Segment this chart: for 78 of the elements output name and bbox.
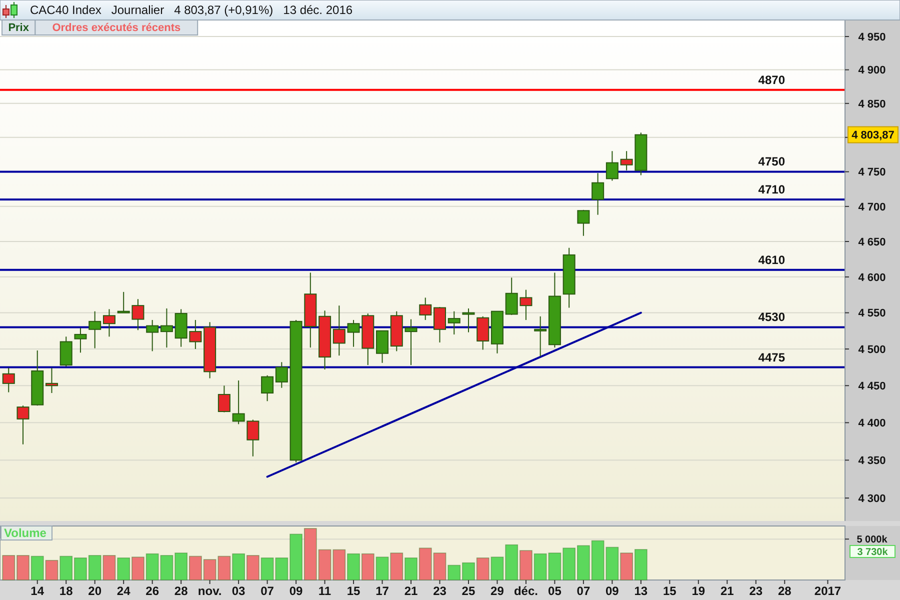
x-tick-label: 14 (30, 584, 44, 598)
x-tick-label: 15 (346, 584, 361, 598)
ref-line-label: 4475 (758, 350, 786, 364)
candlestick (448, 310, 460, 335)
ref-line-label: 4610 (758, 252, 786, 267)
x-tick-label: 26 (146, 584, 160, 598)
x-tick-label: 13 (634, 584, 648, 598)
candlestick (534, 316, 547, 357)
y-tick-label: 4 750 (858, 166, 886, 179)
candlestick (146, 319, 159, 352)
y-tick-label: 4 650 (858, 236, 886, 248)
x-tick-label: 18 (59, 584, 74, 598)
candlestick (606, 150, 618, 182)
x-tick-label: 07 (576, 584, 590, 598)
candlestick (160, 308, 173, 348)
y-tick-label: 4 900 (858, 64, 886, 77)
candlestick (577, 209, 590, 236)
y-tick-label: 4 950 (858, 31, 886, 44)
x-tick-label: déc. (514, 584, 538, 598)
x-tick-label: 21 (404, 584, 418, 598)
ref-line-label: 4710 (758, 182, 786, 196)
y-tick-label: 4 450 (858, 380, 886, 392)
candlestick (592, 172, 604, 216)
candlestick (275, 362, 288, 388)
x-tick-label: 28 (174, 584, 188, 598)
y-tick-label: 5 000k (856, 534, 888, 546)
x-tick-label: 15 (662, 584, 677, 598)
candlestick (376, 330, 389, 364)
y-tick-label: 4 550 (858, 308, 886, 320)
candlestick (404, 318, 418, 366)
candlestick (218, 385, 230, 413)
x-tick-label: 23 (433, 584, 447, 598)
x-tick-label: 17 (376, 584, 390, 598)
x-tick-label: 19 (692, 584, 706, 598)
text: 4 803,87 (852, 130, 894, 142)
y-tick-label: 4 300 (858, 492, 886, 505)
x-tick-label: 09 (289, 584, 304, 598)
candlestick (433, 306, 446, 343)
chart-title: CAC40 Index Journalier 4 803,87 (+0,91%) 13 déc. 2016 (30, 3, 353, 17)
x-tick-label: 11 (318, 584, 332, 598)
ref-line-label: 4530 (758, 310, 786, 324)
x-tick-label: 03 (232, 584, 246, 598)
x-tick-label: nov. (198, 584, 222, 598)
x-tick-label: 24 (116, 584, 131, 598)
candlestick (2, 367, 15, 393)
annotation: Ordres exécutés récents (52, 22, 181, 34)
candlestick (476, 316, 490, 350)
y-tick-label: 4 600 (858, 272, 886, 284)
y-tick-label: 4 850 (858, 98, 886, 110)
ref-line-label: 4750 (758, 154, 786, 169)
x-tick-label: 05 (548, 584, 562, 598)
candlestick (74, 327, 87, 354)
x-tick-label: 28 (778, 584, 792, 598)
candlestick (45, 367, 58, 394)
candlestick (102, 308, 116, 338)
y-tick-label: 4 700 (858, 201, 886, 214)
x-tick-label: 09 (606, 584, 620, 598)
candlestick (16, 405, 30, 445)
candlestick (419, 297, 432, 320)
x-tick-label: 2017 (814, 584, 842, 598)
x-tick-label: 21 (720, 584, 734, 598)
y-tick-label: 4 400 (858, 418, 886, 430)
ref-line-label: 4870 (758, 72, 786, 87)
candlestick (88, 310, 102, 349)
x-tick-label: 20 (88, 584, 102, 598)
x-tick-label: 23 (749, 584, 763, 598)
x-tick-label: 29 (490, 584, 504, 598)
x-tick-label: 25 (462, 584, 476, 598)
annotation: Prix (8, 22, 30, 34)
candlestick (261, 374, 274, 402)
y-tick-label: 4 500 (858, 344, 886, 356)
chart-title: Volume (4, 526, 47, 540)
text: 3 730k (857, 546, 888, 558)
candlestick (332, 305, 346, 356)
candlestick (60, 336, 72, 368)
x-tick-label: 07 (260, 584, 274, 598)
y-tick-label: 4 350 (858, 454, 886, 467)
candlestick (462, 308, 475, 333)
